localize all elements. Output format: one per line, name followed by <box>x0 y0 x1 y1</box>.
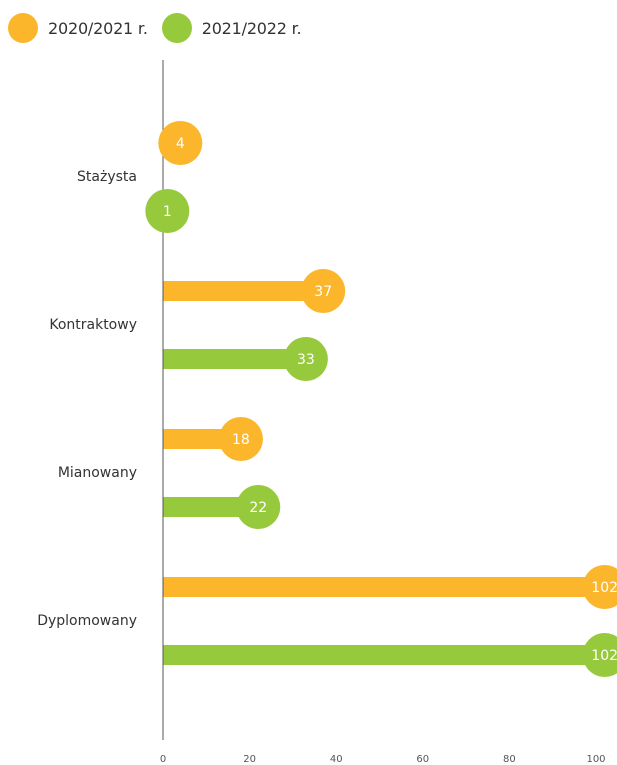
bar <box>163 577 605 597</box>
data-label: 37 <box>314 284 332 300</box>
category-label: Dyplomowany <box>37 613 137 629</box>
category-labels: Stażysta Kontraktowy Mianowany Dyplomowany <box>37 169 137 629</box>
bar <box>163 497 259 517</box>
legend-label-series-2: 2021/2022 r. <box>201 18 302 38</box>
data-point <box>582 565 617 609</box>
data-label: 1 <box>163 204 172 220</box>
legend: 2020/2021 r. 2021/2022 r. <box>8 10 302 46</box>
category-label: Kontraktowy <box>49 317 137 333</box>
data-point <box>283 337 328 381</box>
legend-swatch-series-2 <box>161 13 192 43</box>
category-label: Stażysta <box>77 169 137 185</box>
legend-item-series-1: 2020/2021 r. <box>8 13 148 43</box>
legend-label-series-1: 2020/2021 r. <box>48 18 148 38</box>
data-label: 22 <box>249 500 267 516</box>
legend-item-series-2: 2021/2022 r. <box>161 13 302 43</box>
x-tick-label: 100 <box>586 754 605 765</box>
data-label: 33 <box>297 352 315 368</box>
data-point <box>158 121 203 165</box>
category-label: Mianowany <box>58 465 137 481</box>
x-tick-labels: 0 20 40 60 80 100 <box>160 754 606 765</box>
x-tick-label: 0 <box>160 754 166 765</box>
data-label: 102 <box>591 580 617 596</box>
data-point <box>145 189 190 233</box>
legend-swatch-series-1 <box>8 13 38 43</box>
bar <box>163 349 306 369</box>
data-point <box>301 269 346 313</box>
data-point <box>218 417 263 461</box>
bar <box>163 281 324 301</box>
data-label: 4 <box>176 136 185 152</box>
data-label: 18 <box>232 432 250 448</box>
bars-layer <box>163 133 605 665</box>
x-tick-label: 40 <box>330 754 343 765</box>
data-point <box>582 633 617 677</box>
x-tick-label: 20 <box>243 754 256 765</box>
x-tick-label: 60 <box>416 754 429 765</box>
x-tick-label: 80 <box>503 754 516 765</box>
bar <box>163 645 605 665</box>
data-label: 102 <box>591 648 617 664</box>
data-point <box>236 485 281 529</box>
